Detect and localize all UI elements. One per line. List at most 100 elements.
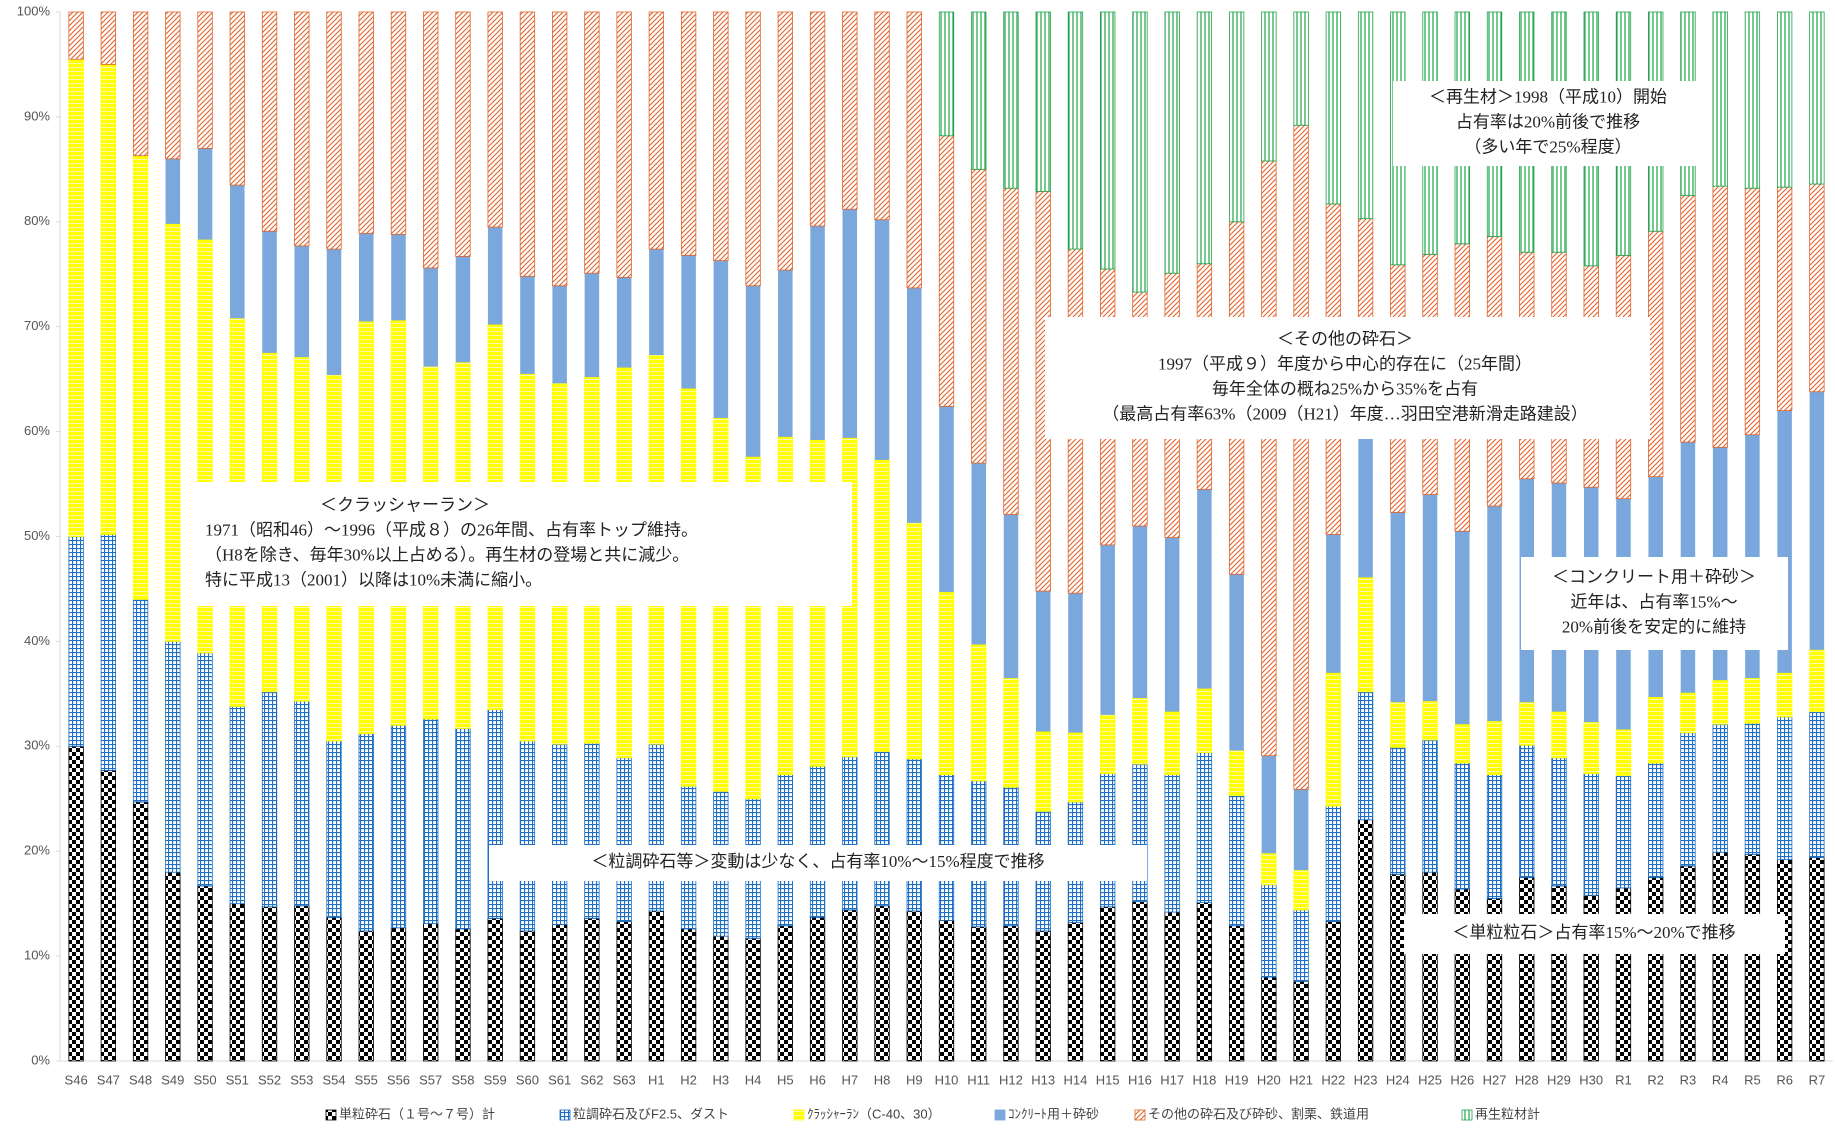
- x-tick-label: S61: [548, 1072, 571, 1087]
- bar-segment: [1776, 186, 1793, 412]
- bar-segment: [552, 11, 568, 287]
- bar-segment: [165, 223, 181, 642]
- bar-segment: [1100, 773, 1116, 908]
- bar-segment: [1680, 692, 1696, 734]
- bar-segment: [971, 463, 986, 645]
- bar-segment: [423, 11, 439, 269]
- bar-segment: [1648, 762, 1664, 878]
- x-tick-label: S49: [161, 1072, 184, 1087]
- bar-segment: [1487, 506, 1502, 722]
- bar-segment: [197, 11, 213, 149]
- bar-segment: [229, 11, 245, 186]
- bar-segment: [648, 11, 665, 250]
- bar-segment: [294, 905, 310, 1062]
- bar-segment: [1744, 11, 1761, 189]
- bar-segment: [1261, 160, 1277, 757]
- legend-label: その他の砕石及び砕砂、割栗、鉄道用: [1148, 1106, 1369, 1121]
- bar-segment: [1357, 577, 1374, 693]
- bar-segment: [777, 11, 793, 271]
- bar-segment: [423, 267, 438, 367]
- bar-segment: [552, 285, 567, 384]
- bar-segment: [1003, 677, 1019, 788]
- bar-segment: [1132, 526, 1148, 699]
- legend-label: 粒調砕石及びF2.5、ダスト: [573, 1106, 729, 1121]
- bar-segment: [1390, 873, 1406, 1062]
- bar-segment: [261, 691, 278, 908]
- x-tick-label: S56: [387, 1072, 410, 1087]
- bar-segment: [132, 801, 149, 1062]
- x-tick-label: H2: [680, 1072, 697, 1087]
- annotation-text: （H8を除き、毎年30%以上占める）。再生材の登場と共に減少。: [205, 545, 689, 564]
- x-tick-label: R2: [1647, 1072, 1664, 1087]
- bar-segment: [262, 231, 277, 353]
- bar-segment: [1068, 593, 1083, 733]
- bar-segment: [1164, 911, 1180, 1062]
- bar-segment: [358, 233, 374, 322]
- bar-segment: [1680, 865, 1696, 1062]
- bar-segment: [455, 728, 471, 930]
- legend-label: 再生粒材計: [1475, 1106, 1540, 1121]
- bar-segment: [1067, 11, 1084, 250]
- bar-segment: [907, 287, 922, 523]
- bar-segment: [584, 742, 600, 919]
- bar-segment: [1293, 980, 1309, 1062]
- legend-swatch: [793, 1109, 805, 1121]
- y-tick-label: 60%: [24, 423, 50, 438]
- annotation-text: ＜単粒粒石＞占有率15%～20%で推移: [1452, 923, 1735, 942]
- bar-segment: [487, 917, 503, 1062]
- bar-segment: [1422, 739, 1438, 873]
- bar-segment: [358, 733, 374, 932]
- bar-segment: [455, 928, 471, 1062]
- x-tick-label: S53: [290, 1072, 313, 1087]
- x-tick-label: R1: [1615, 1072, 1632, 1087]
- bar-segment: [1132, 11, 1148, 293]
- bar-segment: [1390, 512, 1406, 703]
- bar-segment: [1776, 11, 1793, 188]
- x-tick-label: S50: [193, 1072, 216, 1087]
- bar-segment: [938, 11, 955, 137]
- x-tick-label: H16: [1128, 1072, 1152, 1087]
- x-tick-label: H15: [1096, 1072, 1120, 1087]
- bar-segment: [1422, 494, 1438, 702]
- x-tick-label: S47: [97, 1072, 120, 1087]
- x-tick-label: H5: [777, 1072, 794, 1087]
- bar-segment: [810, 225, 825, 440]
- bar-segment: [874, 219, 890, 460]
- bar-segment: [326, 11, 342, 250]
- annotation-text: 近年は、占有率15%～: [1570, 592, 1737, 611]
- legend-swatch: [325, 1109, 337, 1121]
- bar-segment: [745, 285, 761, 457]
- x-tick-label: H14: [1064, 1072, 1088, 1087]
- bar-segment: [1196, 902, 1213, 1062]
- x-tick-label: H18: [1192, 1072, 1216, 1087]
- bar-segment: [1519, 877, 1535, 1062]
- annotation-text: ＜その他の砕石＞: [1277, 329, 1413, 348]
- annotation-box: [489, 845, 1147, 881]
- bar-segment: [391, 234, 406, 321]
- bar-segment: [1132, 901, 1148, 1062]
- x-tick-label: S54: [322, 1072, 345, 1087]
- bar-segment: [616, 757, 632, 922]
- bar-segment: [423, 923, 439, 1062]
- bar-segment: [197, 885, 213, 1062]
- bar-segment: [1648, 230, 1664, 478]
- bar-segment: [1035, 731, 1051, 812]
- bar-segment: [165, 641, 181, 873]
- bar-segment: [1164, 537, 1180, 712]
- bar-segment: [1809, 711, 1825, 858]
- bar-segment: [1486, 720, 1503, 776]
- bar-segment: [132, 155, 149, 600]
- bar-segment: [326, 740, 342, 918]
- bar-segment: [1164, 774, 1180, 913]
- x-tick-label: R3: [1680, 1072, 1697, 1087]
- bar-segment: [906, 758, 922, 912]
- bar-segment: [1648, 877, 1664, 1062]
- bar-segment: [1744, 722, 1761, 855]
- bar-segment: [197, 148, 213, 240]
- bar-segment: [777, 925, 793, 1062]
- y-tick-label: 100%: [17, 3, 51, 18]
- bar-segment: [294, 11, 310, 247]
- bar-segment: [1196, 11, 1213, 265]
- annotation-box: [1404, 914, 1785, 954]
